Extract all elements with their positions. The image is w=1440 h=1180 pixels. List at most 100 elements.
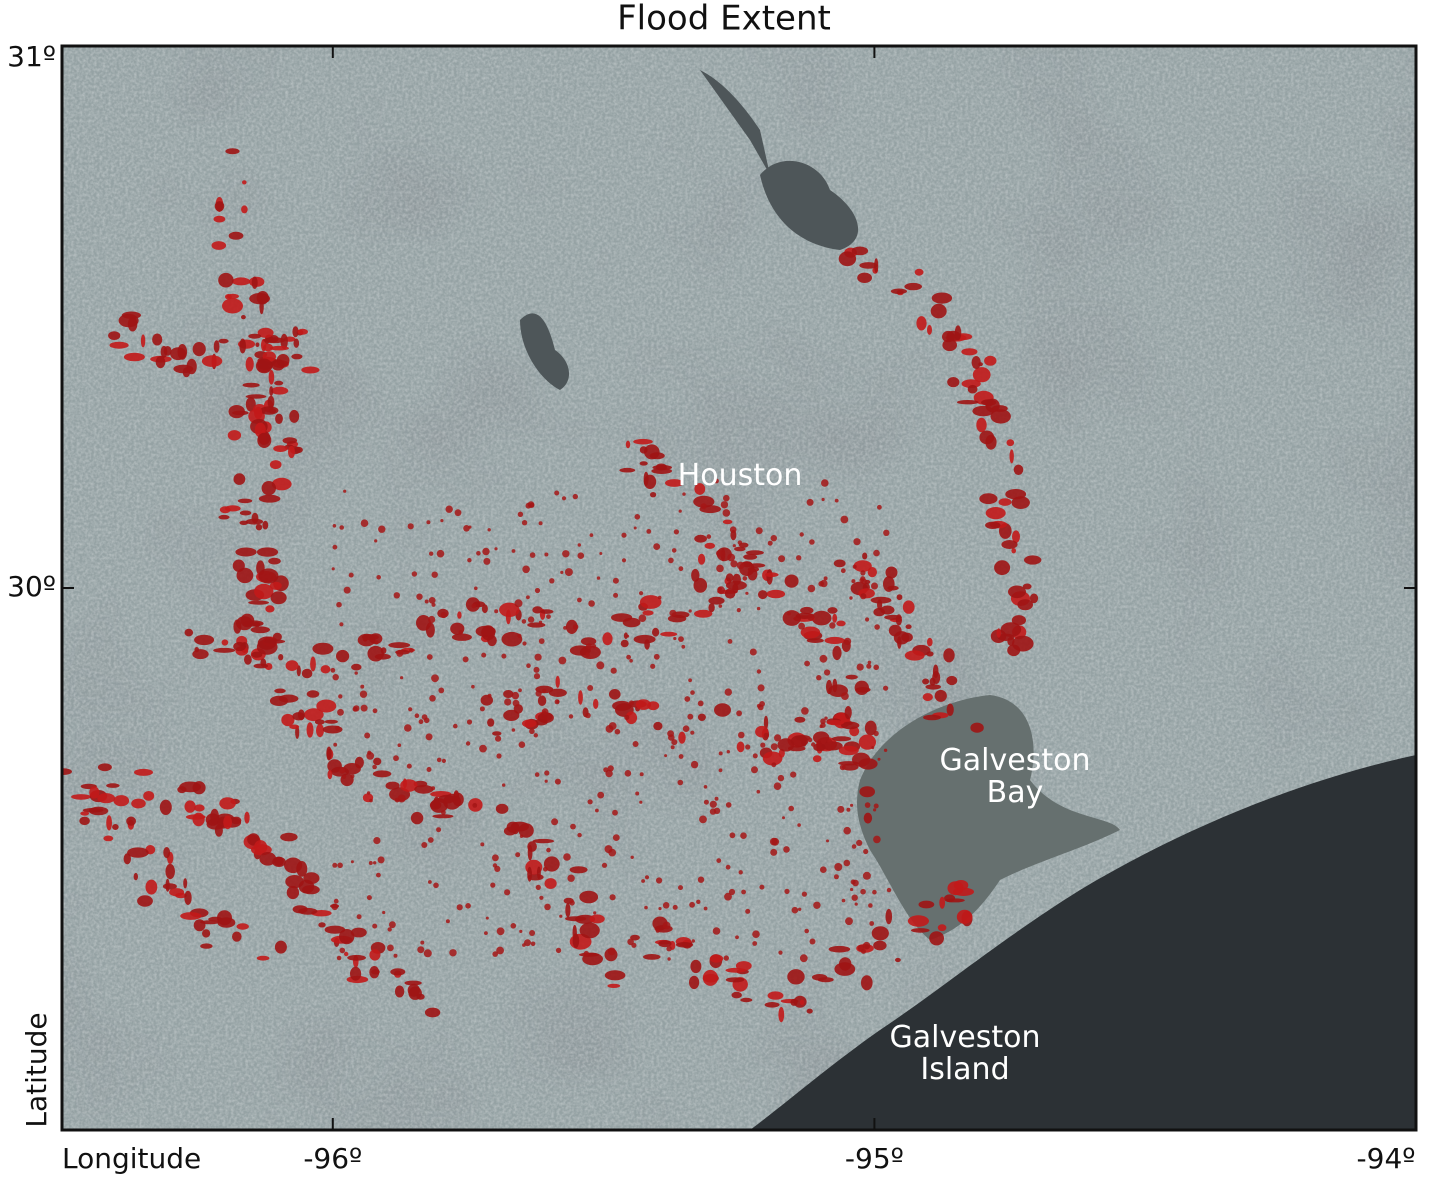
flood-patch: [844, 706, 852, 720]
flood-dot: [541, 708, 549, 715]
flood-dot: [807, 584, 816, 593]
flood-patch: [232, 931, 242, 942]
y-tick-label: 30º: [7, 570, 56, 603]
flood-patch: [708, 603, 715, 613]
flood-patch: [254, 406, 263, 420]
flood-patch: [832, 645, 842, 661]
flood-dot: [806, 498, 814, 506]
flood-patch: [123, 352, 145, 362]
flood-dot: [387, 944, 394, 952]
flood-dot: [860, 570, 866, 576]
flood-dot: [366, 791, 371, 795]
flood-dot: [696, 899, 701, 904]
flood-dot: [644, 875, 650, 880]
flood-patch: [580, 637, 597, 646]
flood-patch: [432, 814, 454, 819]
flood-patch: [732, 573, 741, 586]
flood-patch: [134, 768, 153, 776]
flood-patch: [137, 895, 153, 907]
flood-patch: [1011, 548, 1016, 554]
flood-dot: [667, 730, 674, 737]
flood-dot: [511, 728, 516, 732]
flood-dot: [854, 902, 858, 906]
flood-dot: [424, 599, 429, 604]
flood-dot: [515, 852, 521, 858]
flood-dot: [332, 544, 338, 550]
flood-dot: [490, 882, 496, 888]
flood-dot: [593, 911, 597, 915]
flood-patch: [998, 498, 1012, 506]
flood-dot: [626, 654, 631, 660]
flood-patch: [385, 781, 400, 790]
flood-dot: [599, 552, 603, 555]
flood-patch: [708, 596, 725, 605]
flood-patch: [826, 719, 844, 726]
flood-dot: [678, 636, 684, 642]
flood-dot: [605, 725, 614, 733]
flood-dot: [588, 600, 595, 607]
flood-dot: [567, 874, 575, 882]
flood-dot: [465, 903, 471, 909]
flood-patch: [298, 907, 318, 915]
flood-dot: [585, 712, 591, 719]
flood-patch: [324, 719, 338, 724]
flood-dot: [783, 846, 790, 853]
flood-patch: [922, 693, 933, 702]
flood-dot: [337, 708, 344, 716]
flood-patch: [227, 430, 242, 441]
flood-patch: [268, 557, 281, 565]
flood-patch: [410, 811, 424, 825]
flood-patch: [285, 660, 299, 671]
flood-dot: [770, 743, 778, 751]
flood-dot: [720, 501, 729, 509]
flood-patch: [644, 444, 660, 460]
flood-dot: [677, 779, 684, 786]
flood-dot: [604, 845, 613, 854]
flood-patch: [194, 804, 205, 812]
flood-patch: [186, 358, 197, 375]
flood-dot: [591, 644, 597, 649]
flood-dot: [368, 861, 373, 865]
flood-dot: [849, 596, 853, 600]
flood-dot: [492, 863, 498, 868]
flood-patch: [501, 631, 523, 647]
flood-extent: [62, 148, 1042, 1023]
flood-dot: [352, 706, 358, 712]
flood-patch: [251, 276, 258, 289]
flood-patch: [282, 437, 298, 444]
flood-dot: [514, 599, 523, 608]
flood-dot: [538, 638, 545, 644]
flood-patch: [374, 653, 391, 660]
flood-patch: [694, 534, 707, 543]
flood-patch: [643, 954, 661, 960]
flood-dot: [504, 698, 512, 706]
flood-dot: [569, 900, 575, 906]
flood-dot: [716, 550, 723, 557]
flood-patch: [790, 998, 798, 1006]
flood-patch: [579, 922, 600, 939]
flood-patch: [857, 272, 872, 283]
flood-dot: [820, 718, 826, 724]
flood-patch: [725, 573, 734, 582]
flood-dot: [690, 730, 695, 735]
flood-dot: [621, 558, 627, 563]
flood-dot: [397, 743, 402, 747]
flood-patch: [527, 622, 546, 628]
flood-dot: [544, 770, 550, 776]
flood-dot: [555, 947, 562, 954]
flood-dot: [874, 624, 880, 630]
flood-patch: [758, 590, 768, 600]
flood-dot: [723, 494, 730, 502]
flood-patch: [764, 1002, 780, 1008]
flood-dot: [697, 700, 704, 707]
flood-dot: [546, 847, 551, 853]
flood-dot: [494, 609, 499, 614]
flood-dot: [549, 578, 555, 584]
flood-dot: [752, 941, 758, 946]
flood-patch: [143, 791, 155, 801]
flood-dot: [409, 648, 414, 653]
flood-patch: [932, 664, 939, 678]
flood-patch: [213, 340, 220, 353]
flood-patch: [925, 684, 941, 690]
